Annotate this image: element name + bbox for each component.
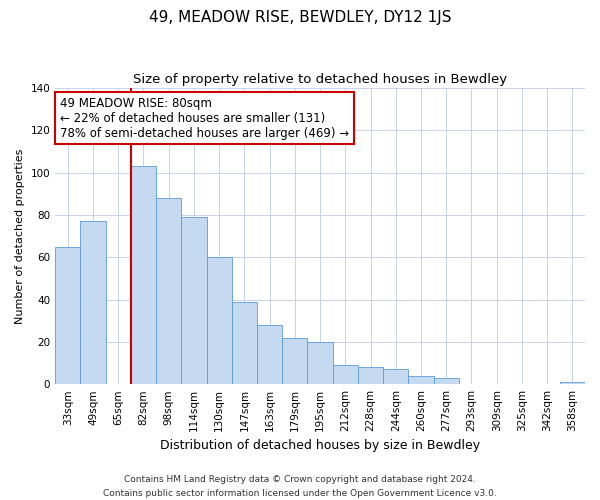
Bar <box>232 302 257 384</box>
Bar <box>560 382 585 384</box>
Bar <box>80 222 106 384</box>
Bar <box>383 370 409 384</box>
Bar <box>181 217 206 384</box>
Bar <box>156 198 181 384</box>
Bar <box>131 166 156 384</box>
Bar <box>409 376 434 384</box>
Bar <box>282 338 307 384</box>
X-axis label: Distribution of detached houses by size in Bewdley: Distribution of detached houses by size … <box>160 440 480 452</box>
Y-axis label: Number of detached properties: Number of detached properties <box>15 148 25 324</box>
Text: 49 MEADOW RISE: 80sqm
← 22% of detached houses are smaller (131)
78% of semi-det: 49 MEADOW RISE: 80sqm ← 22% of detached … <box>60 96 349 140</box>
Text: Contains HM Land Registry data © Crown copyright and database right 2024.
Contai: Contains HM Land Registry data © Crown c… <box>103 476 497 498</box>
Text: 49, MEADOW RISE, BEWDLEY, DY12 1JS: 49, MEADOW RISE, BEWDLEY, DY12 1JS <box>149 10 451 25</box>
Bar <box>358 368 383 384</box>
Bar <box>332 365 358 384</box>
Bar <box>257 325 282 384</box>
Bar <box>55 246 80 384</box>
Bar <box>434 378 459 384</box>
Title: Size of property relative to detached houses in Bewdley: Size of property relative to detached ho… <box>133 72 507 86</box>
Bar <box>307 342 332 384</box>
Bar <box>206 258 232 384</box>
